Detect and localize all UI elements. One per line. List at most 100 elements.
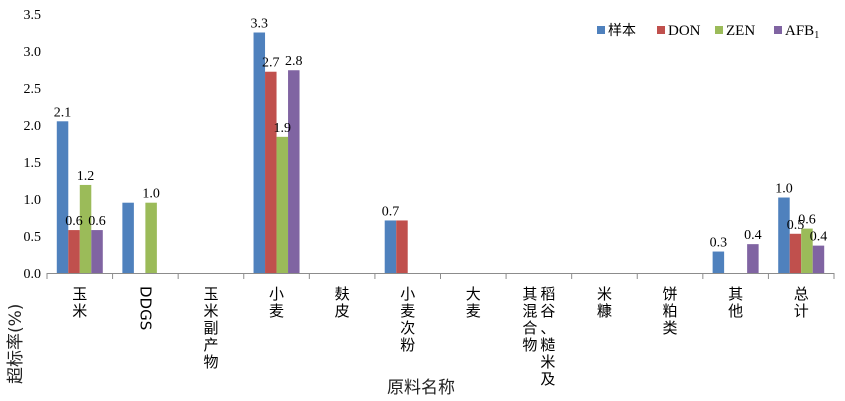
legend-item: DON (657, 23, 701, 39)
category-label-char: 谷 (540, 302, 555, 320)
category-label: DDGS (136, 286, 154, 330)
category-label-char: 副 (203, 319, 218, 337)
y-tick-label: 3.5 (24, 8, 42, 23)
y-tick-label: 2.0 (24, 119, 42, 134)
legend-label: AFB1 (785, 23, 819, 41)
data-label: 1.0 (775, 182, 793, 197)
data-label: 0.3 (710, 236, 728, 251)
data-labels: 2.1 0.6 1.2 0.6 1.0 3.3 2.7 1.9 2.8 0.7 0.3 0.4 1.0 0… (54, 17, 827, 251)
bar-样本-1 (122, 202, 134, 273)
legend-label: ZEN (726, 23, 755, 39)
legend-item: ZEN (715, 23, 755, 39)
legend-swatch (597, 26, 605, 34)
category-label-char: 物 (522, 336, 537, 354)
category-label-char: 类 (663, 319, 678, 337)
y-axis-ticks: 0.0 0.5 1.0 1.5 2.0 2.5 3.0 3.5 (24, 8, 42, 282)
category-label-char: 糙 (540, 336, 555, 354)
data-label: 0.4 (744, 228, 762, 243)
data-label: 0.4 (810, 230, 828, 245)
category-label-char: 总 (794, 285, 809, 303)
category-label-char: 稻 (540, 285, 555, 303)
category-label-char: 及 (540, 370, 555, 388)
category-label-char: 合 (522, 319, 537, 337)
bar-AFB-10 (747, 244, 759, 273)
data-label: 1.9 (274, 121, 292, 136)
bar-ZEN-11 (801, 228, 813, 273)
category-label-char: 玉 (72, 285, 87, 303)
legend-label: 样本 (608, 23, 636, 39)
category-label-char: 粕 (663, 302, 678, 320)
category-label-char: 玉 (203, 285, 218, 303)
category-label: 总计 (794, 285, 809, 320)
bar-DON-5 (396, 220, 408, 273)
category-label-char: 麸 (335, 285, 350, 303)
data-label: 2.8 (285, 54, 303, 69)
legend-label: DON (668, 23, 701, 39)
bar-DON-11 (789, 233, 802, 273)
data-label: 1.0 (142, 187, 160, 202)
legend-label-subscript: 1 (814, 30, 819, 41)
y-tick-label: 0.5 (24, 230, 42, 245)
category-label-char: 、 (540, 319, 555, 337)
bar-样本-10 (712, 251, 725, 273)
bar-样本-3 (253, 32, 266, 273)
category-label-char: 米 (540, 353, 555, 371)
bar-AFB-0 (91, 230, 103, 273)
category-label-char: 米 (597, 285, 612, 303)
category-label: 玉米 (72, 285, 87, 320)
category-label-char: 物 (203, 353, 218, 371)
data-label: 2.1 (54, 105, 72, 120)
bar-DON-3 (265, 71, 277, 273)
bar-AFB-11 (812, 245, 825, 273)
category-label-text: DDGS (136, 286, 154, 330)
data-label: 1.2 (77, 169, 95, 184)
bar-样本-11 (778, 197, 790, 273)
category-label-char: 米 (203, 302, 218, 320)
bar-DON-0 (68, 230, 80, 273)
category-label-char: 糠 (597, 302, 612, 320)
category-label: 小麦 (269, 285, 284, 320)
category-label-char: 粉 (400, 336, 415, 354)
category-label-char: 他 (728, 302, 743, 320)
y-tick-label: 1.5 (24, 156, 42, 171)
legend-item: AFB1 (774, 23, 819, 41)
bar-样本-0 (56, 121, 69, 273)
category-label-char: 麦 (400, 302, 415, 320)
category-label: 米糠 (597, 285, 612, 320)
category-label-char: 麦 (269, 302, 284, 320)
category-label-char: 混 (522, 302, 537, 320)
category-label-char: 饼 (663, 285, 678, 303)
data-label: 3.3 (251, 17, 269, 32)
category-label-char: 小 (269, 285, 284, 303)
category-label: 大麦 (466, 285, 481, 320)
category-label-char: 小 (400, 285, 415, 303)
category-label: 饼粕类 (663, 285, 678, 337)
category-label-char: 产 (203, 336, 218, 354)
category-label-char: 麦 (466, 302, 481, 320)
category-label-char: 次 (400, 319, 415, 337)
data-label: 0.5 (787, 218, 805, 233)
data-label: 0.6 (65, 214, 83, 229)
bar-样本-5 (384, 220, 397, 273)
legend-swatch (774, 26, 782, 34)
category-label: 麸皮 (335, 285, 350, 320)
category-label-char: 皮 (335, 302, 350, 320)
y-tick-label: 3.0 (24, 45, 42, 60)
category-label: 其他 (728, 285, 743, 320)
category-label-char: 计 (794, 302, 809, 320)
bar-ZEN-1 (145, 202, 157, 273)
y-tick-label: 0.0 (24, 267, 42, 282)
data-label: 2.7 (262, 56, 280, 71)
category-label-char: 米 (72, 302, 87, 320)
x-axis-title: 原料名称 (387, 378, 455, 398)
bar-ZEN-0 (79, 184, 92, 273)
data-label: 0.6 (88, 214, 106, 229)
data-label: 0.7 (382, 204, 400, 219)
y-tick-label: 1.0 (24, 193, 42, 208)
legend-swatch (715, 26, 723, 34)
